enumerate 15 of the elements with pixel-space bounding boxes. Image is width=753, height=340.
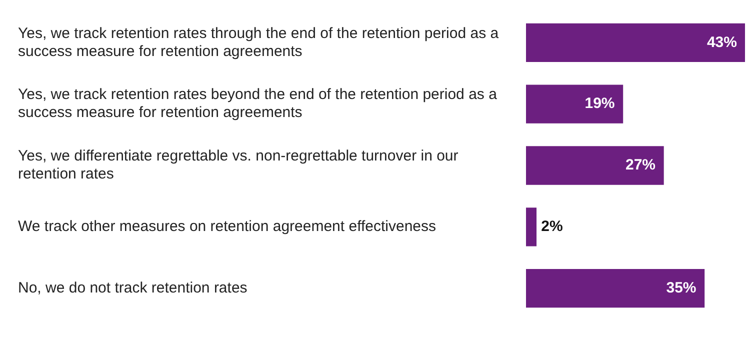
- data-label: 43%: [706, 34, 737, 51]
- data-label: 2%: [541, 218, 563, 236]
- y-tick-label: No, we do not track retention rates: [18, 279, 248, 296]
- bar: [526, 84, 624, 124]
- bar: [526, 268, 705, 308]
- bar: [526, 208, 537, 246]
- data-label: 27%: [625, 156, 656, 174]
- y-tick-label: We track other measures on retention agreement effectiveness: [18, 218, 436, 236]
- data-label: 19%: [584, 95, 615, 112]
- y-tick-label: Yes, we differentiate regrettable vs. non-regrettable turnover in our retention rates: [18, 148, 458, 183]
- data-label: 35%: [666, 279, 696, 296]
- bar: [526, 23, 745, 62]
- y-tick-label: Yes, we track retention rates through the end of the retention period as a success measure for retention agreements: [18, 24, 500, 60]
- y-tick-label: Yes, we track retention rates beyond the end of the retention period as a success measure for retention agreements: [18, 86, 498, 122]
- bar: [526, 146, 664, 185]
